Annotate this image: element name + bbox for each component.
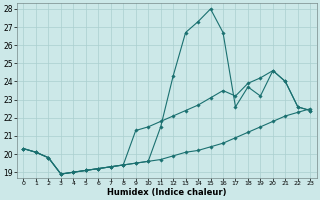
X-axis label: Humidex (Indice chaleur): Humidex (Indice chaleur) <box>107 188 227 197</box>
